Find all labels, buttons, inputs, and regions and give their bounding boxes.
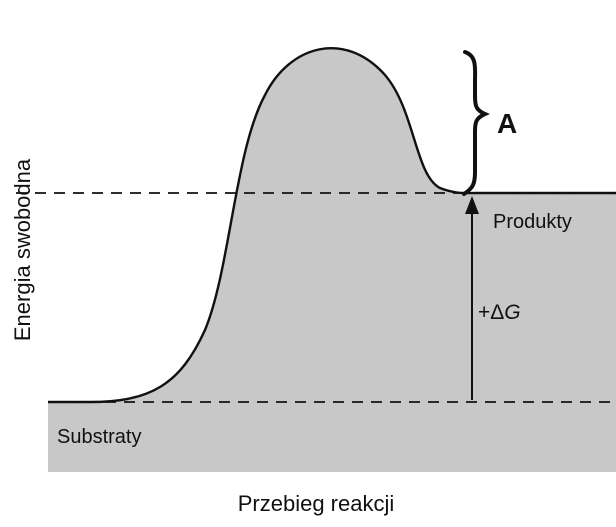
x-axis-label: Przebieg reakcji (238, 491, 395, 516)
products-label: Produkty (493, 211, 572, 233)
delta-g-label: +ΔG (478, 301, 521, 324)
delta-g-symbol: G (504, 301, 520, 324)
brace-icon (462, 50, 490, 196)
brace-label: A (497, 108, 517, 139)
y-axis-label: Energia swobodna (10, 158, 35, 341)
substrates-label: Substraty (57, 426, 141, 448)
energy-profile-curve (48, 47, 616, 404)
delta-g-prefix: +Δ (478, 301, 504, 324)
energy-profile-fill (48, 48, 616, 473)
delta-g-arrowhead (465, 196, 479, 214)
